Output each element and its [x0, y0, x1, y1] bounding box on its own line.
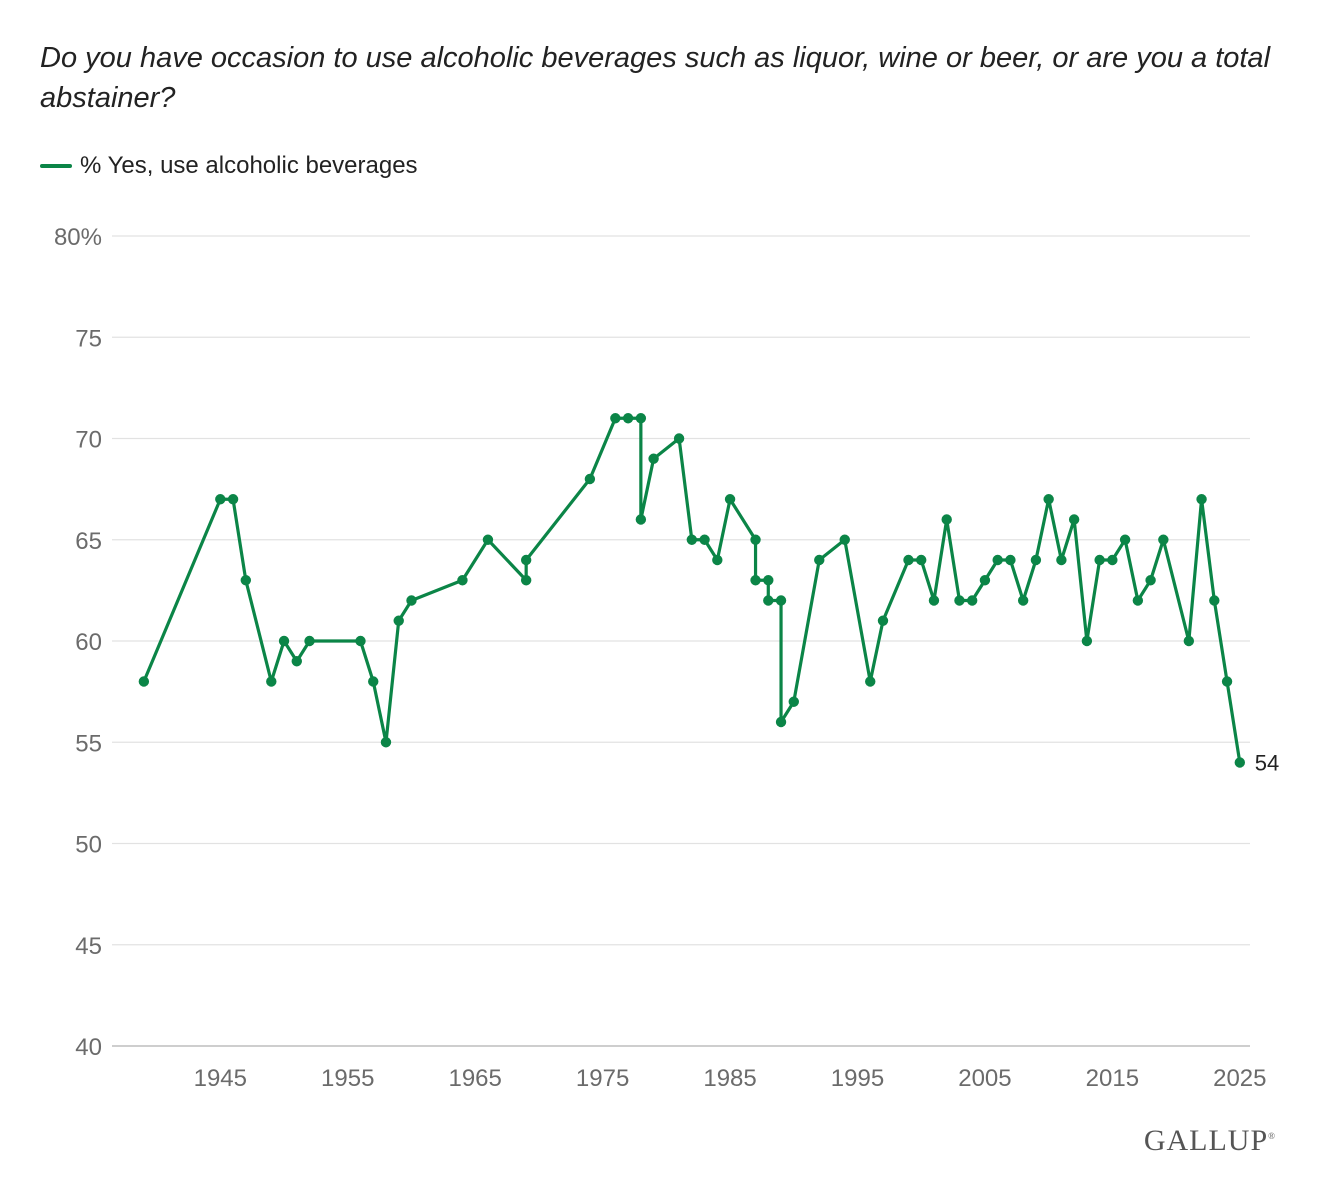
data-point: [1145, 575, 1156, 586]
data-point: [304, 635, 315, 647]
data-point: [1221, 676, 1233, 687]
data-point: [954, 595, 965, 606]
y-tick-label-75: 75: [75, 325, 102, 352]
data-point: [916, 554, 927, 566]
data-point: [1081, 635, 1093, 647]
data-point: [1132, 595, 1144, 606]
data-point: [635, 514, 647, 525]
x-tick-label-2025: 2025: [1213, 1065, 1266, 1092]
data-point: [712, 554, 723, 566]
data-point: [240, 575, 252, 586]
grid: [112, 235, 1250, 1047]
data-point: [903, 554, 914, 566]
x-tick-label-1945: 1945: [194, 1065, 247, 1092]
data-point: [610, 413, 621, 424]
legend-label: % Yes, use alcoholic beverages: [80, 152, 418, 179]
data-point: [1056, 554, 1067, 566]
data-point: [291, 656, 302, 667]
data-point: [1068, 514, 1080, 525]
data-point: [622, 413, 634, 424]
x-tick-label-2005: 2005: [958, 1065, 1011, 1092]
data-point: [393, 615, 404, 626]
data-point: [750, 575, 761, 586]
data-point: [686, 534, 698, 545]
data-point: [1017, 595, 1029, 606]
data-point: [1209, 595, 1220, 606]
x-tick-label-2015: 2015: [1086, 1065, 1139, 1092]
x-tick-label-1955: 1955: [321, 1065, 374, 1092]
data-point: [775, 595, 787, 606]
chart-title: Do you have occasion to use alcoholic be…: [40, 42, 1271, 114]
data-point: [673, 433, 685, 444]
data-point: [1005, 554, 1016, 566]
y-tick-label-80: 80%: [54, 224, 102, 251]
data-point: [406, 595, 417, 606]
data-point: [839, 534, 850, 545]
data-labels: 54: [1255, 751, 1279, 776]
registered-mark: ®: [1268, 1131, 1276, 1141]
data-point: [215, 494, 226, 505]
gallup-logo: GALLUP®: [1144, 1124, 1276, 1158]
x-tick-label-1995: 1995: [831, 1065, 884, 1092]
data-point: [724, 494, 736, 505]
data-point: [814, 554, 825, 566]
data-point: [1183, 635, 1195, 647]
data-point: [966, 595, 978, 606]
series-line: [142, 416, 1242, 765]
data-point: [1094, 554, 1105, 566]
data-point: [1196, 494, 1207, 505]
data-point: [763, 575, 774, 586]
y-tick-label-70: 70: [75, 427, 102, 454]
data-point: [1107, 554, 1118, 566]
data-point: [763, 595, 774, 606]
data-point: [355, 635, 366, 647]
data-point: [979, 575, 991, 586]
logo-text: GALLUP: [1143, 1124, 1269, 1157]
data-point: [877, 615, 889, 626]
data-point: [788, 696, 799, 707]
x-axis-ticks: 1945 1955 1965 1975 1985 1995 2005 2015 2025: [194, 1065, 1267, 1092]
data-point: [928, 595, 940, 606]
y-tick-label-65: 65: [75, 528, 102, 555]
x-tick-label-1975: 1975: [576, 1065, 629, 1092]
data-point: [941, 514, 952, 525]
x-tick-label-1985: 1985: [703, 1065, 756, 1092]
series-layer: [138, 413, 1246, 768]
data-point: [266, 676, 277, 687]
data-point: [699, 534, 710, 545]
data-point: [865, 676, 876, 687]
data-point: [520, 575, 532, 586]
data-point: [138, 676, 150, 687]
y-tick-label-45: 45: [75, 933, 102, 960]
y-tick-label-60: 60: [75, 629, 102, 656]
data-point: [750, 534, 761, 545]
data-point: [1043, 494, 1054, 505]
y-tick-label-40: 40: [75, 1034, 102, 1061]
data-point: [635, 413, 647, 424]
y-axis-ticks: 40 45 50 55 60 65 70 75 80%: [54, 224, 102, 1061]
legend: % Yes, use alcoholic beverages: [40, 152, 418, 180]
data-point: [278, 635, 290, 647]
data-point: [584, 473, 596, 485]
data-point: [457, 575, 468, 586]
data-point: [1030, 554, 1042, 566]
x-tick-label-1965: 1965: [448, 1065, 501, 1092]
data-point: [380, 737, 392, 748]
data-point: [227, 494, 239, 505]
data-point: [648, 453, 659, 464]
y-tick-label-50: 50: [75, 832, 102, 859]
data-point: [1234, 757, 1246, 768]
y-tick-label-55: 55: [75, 730, 102, 757]
data-point: [368, 676, 379, 687]
data-point: [1119, 534, 1131, 545]
data-point: [1158, 534, 1169, 545]
end-value-label: 54: [1255, 751, 1279, 776]
legend-swatch: [40, 164, 72, 168]
data-point: [520, 554, 532, 566]
data-point: [482, 534, 494, 545]
data-point: [775, 716, 787, 728]
data-point: [992, 554, 1003, 566]
